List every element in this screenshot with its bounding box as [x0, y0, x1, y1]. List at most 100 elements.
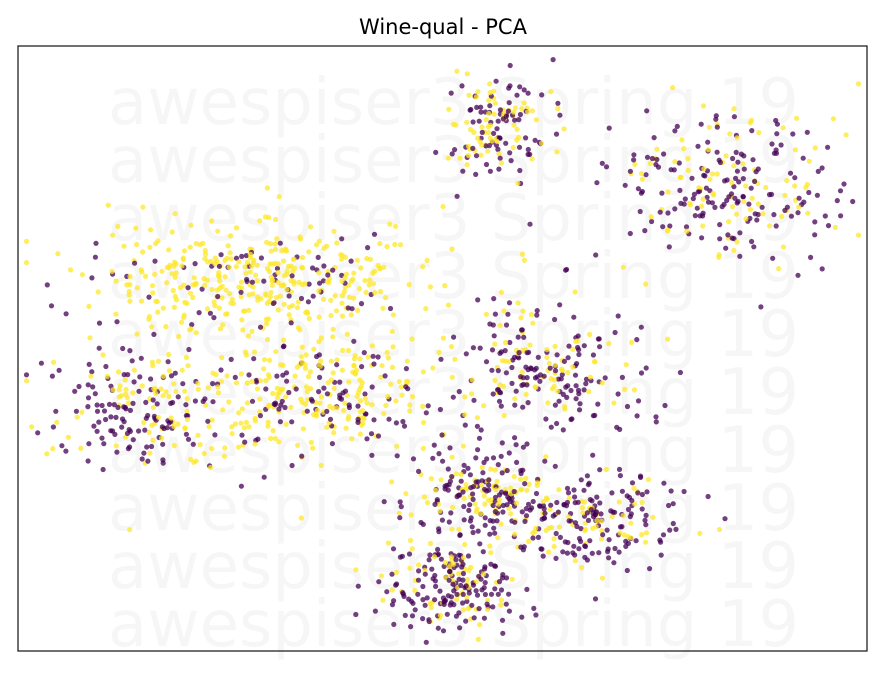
point-class-0 [452, 147, 458, 153]
point-class-0 [747, 215, 753, 221]
point-class-0 [518, 544, 524, 550]
point-class-0 [361, 350, 367, 356]
point-class-1 [512, 396, 518, 402]
point-class-1 [268, 435, 274, 442]
point-class-1 [163, 324, 169, 330]
point-class-0 [473, 588, 479, 594]
point-class-0 [393, 420, 399, 426]
point-class-1 [147, 450, 153, 456]
point-class-1 [748, 117, 755, 123]
point-class-0 [49, 373, 56, 379]
point-class-1 [269, 282, 275, 288]
point-class-0 [497, 155, 503, 161]
point-class-0 [850, 198, 856, 205]
point-class-1 [749, 195, 755, 201]
point-class-1 [394, 443, 400, 449]
point-class-0 [573, 383, 579, 389]
point-class-1 [217, 278, 223, 284]
point-class-0 [442, 597, 448, 604]
point-class-0 [114, 319, 120, 325]
point-class-0 [557, 534, 564, 541]
point-class-0 [406, 551, 413, 557]
point-class-0 [416, 468, 422, 474]
point-class-1 [150, 290, 156, 296]
point-class-1 [424, 500, 431, 506]
point-class-1 [393, 223, 399, 229]
point-class-1 [327, 403, 333, 409]
point-class-1 [113, 278, 119, 284]
point-class-1 [389, 364, 396, 370]
point-class-1 [526, 481, 532, 487]
point-class-0 [672, 128, 678, 134]
point-class-1 [334, 357, 340, 363]
point-class-1 [716, 526, 723, 533]
point-class-0 [456, 552, 462, 558]
point-class-0 [490, 518, 496, 524]
point-class-1 [855, 81, 862, 87]
point-class-1 [218, 379, 224, 385]
point-class-1 [266, 402, 272, 408]
point-class-0 [606, 555, 612, 561]
point-class-0 [659, 190, 665, 196]
point-class-1 [547, 506, 553, 512]
point-class-1 [265, 419, 271, 425]
point-class-0 [123, 406, 129, 412]
point-class-0 [519, 327, 525, 333]
point-class-1 [606, 341, 612, 347]
point-class-0 [633, 538, 639, 544]
point-class-1 [253, 272, 259, 278]
point-class-0 [838, 213, 844, 219]
point-class-1 [177, 285, 184, 291]
point-class-1 [116, 394, 122, 400]
point-class-1 [525, 109, 531, 115]
point-class-1 [187, 327, 193, 333]
point-class-1 [139, 383, 145, 389]
point-class-0 [239, 432, 245, 438]
point-class-0 [371, 231, 378, 237]
point-class-1 [456, 526, 462, 533]
point-class-0 [484, 456, 490, 462]
point-class-1 [519, 106, 525, 112]
point-class-0 [639, 506, 645, 512]
point-class-0 [531, 605, 537, 612]
point-class-1 [213, 372, 219, 378]
point-class-1 [272, 241, 278, 247]
point-class-0 [434, 497, 440, 503]
point-class-0 [261, 278, 267, 284]
point-class-0 [112, 431, 118, 437]
point-class-0 [458, 582, 464, 589]
point-class-0 [714, 149, 720, 155]
point-class-1 [740, 161, 746, 167]
point-class-0 [677, 369, 684, 376]
point-class-1 [453, 471, 459, 477]
point-class-1 [281, 258, 287, 264]
point-class-1 [133, 225, 139, 231]
point-class-0 [571, 543, 577, 549]
point-class-1 [318, 462, 324, 468]
point-class-1 [328, 313, 334, 319]
point-class-0 [691, 191, 698, 197]
point-class-0 [800, 155, 806, 161]
point-class-0 [463, 351, 469, 357]
point-class-0 [238, 483, 244, 489]
point-class-1 [340, 347, 346, 353]
point-class-1 [275, 307, 281, 313]
point-class-1 [278, 362, 284, 368]
point-class-0 [215, 293, 221, 300]
point-class-1 [407, 537, 414, 544]
point-class-1 [195, 380, 201, 386]
point-class-0 [483, 161, 490, 168]
point-class-1 [727, 131, 733, 137]
point-class-1 [488, 550, 494, 556]
point-class-0 [609, 490, 615, 496]
point-class-0 [737, 230, 743, 236]
point-class-1 [303, 401, 309, 407]
point-class-1 [492, 100, 498, 106]
point-class-0 [595, 336, 602, 342]
point-class-0 [788, 213, 795, 219]
point-class-1 [233, 225, 240, 231]
point-class-1 [278, 387, 284, 393]
point-class-0 [771, 212, 777, 218]
point-class-1 [171, 423, 177, 429]
point-class-0 [129, 358, 135, 364]
